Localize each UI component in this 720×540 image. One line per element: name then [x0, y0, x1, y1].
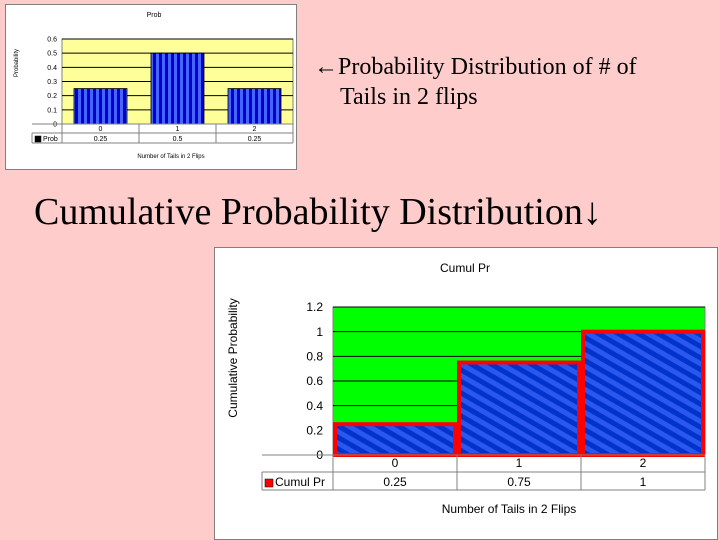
y-tick-label: 0.6	[306, 374, 323, 388]
chart-caption: ←Probability Distribution of # of Tails …	[314, 52, 637, 112]
bar	[227, 88, 282, 125]
legend-key	[264, 478, 274, 488]
data-label: 0.25	[248, 136, 262, 143]
y-tick-label: 0	[53, 121, 57, 128]
category-label: 0	[99, 126, 103, 133]
category-label: 1	[176, 126, 180, 133]
probability-chart: Prob 0 0.1 0.2 0.3 0.4 0.5 0.6 0 0.25 1 0.5 2 0.25 Pro…	[5, 4, 297, 170]
data-label: 0.5	[173, 136, 183, 143]
x-axis-label: Number of Tails in 2 Flips	[442, 502, 577, 516]
category-label: 2	[640, 456, 647, 470]
legend-series-name: Cumul Pr	[275, 475, 325, 489]
bar	[150, 52, 205, 125]
y-tick-label: 0.2	[47, 93, 57, 100]
y-axis-label: Probability	[14, 49, 20, 77]
probability-chart-svg: Prob 0 0.1 0.2 0.3 0.4 0.5 0.6 0 0.25 1 0.5 2 0.25 Pro…	[14, 12, 294, 160]
cumulative-chart: Cumul Pr 0 0.2 0.4 0.6 0.8 1 1.2 0 0.25 1 0.75 2 1 Cum…	[214, 247, 718, 540]
data-label: 0.75	[507, 475, 531, 489]
bar	[333, 422, 457, 458]
bar	[457, 360, 581, 457]
y-tick-label: 1	[316, 325, 323, 339]
category-label: 0	[392, 456, 399, 470]
x-axis-label: Number of Tails in 2 Flips	[137, 154, 204, 160]
legend-series-name: Prob	[43, 136, 58, 143]
data-label: 1	[640, 475, 647, 489]
chart-caption-line-2: Tails in 2 flips	[340, 84, 478, 110]
legend-key	[34, 135, 42, 143]
slide-title: Cumulative Probability Distribution↓	[34, 191, 602, 233]
chart-caption-line-1: ←Probability Distribution of # of	[314, 54, 637, 80]
y-tick-label: 0.5	[47, 51, 57, 58]
category-label: 2	[253, 126, 257, 133]
category-label: 1	[516, 456, 523, 470]
y-tick-label: 0.4	[306, 399, 323, 413]
cumulative-chart-svg: Cumul Pr00.20.40.60.811.200.2510.7521Cum…	[226, 261, 706, 516]
y-tick-label: 0.3	[47, 79, 57, 86]
data-label: 0.25	[383, 475, 407, 489]
y-tick-label: 0.2	[306, 424, 323, 438]
data-label: 0.25	[94, 136, 108, 143]
chart-title: Prob	[147, 12, 162, 19]
chart-title: Cumul Pr	[440, 261, 490, 275]
y-tick-label: 1.2	[306, 300, 323, 314]
y-tick-label: 0.1	[47, 107, 57, 114]
y-axis-label: Cumulative Probability	[226, 298, 240, 417]
bar	[581, 329, 705, 457]
y-tick-label: 0.6	[47, 36, 57, 43]
y-tick-label: 0.4	[47, 65, 57, 72]
bar	[73, 88, 128, 125]
y-tick-label: 0.8	[306, 350, 323, 364]
